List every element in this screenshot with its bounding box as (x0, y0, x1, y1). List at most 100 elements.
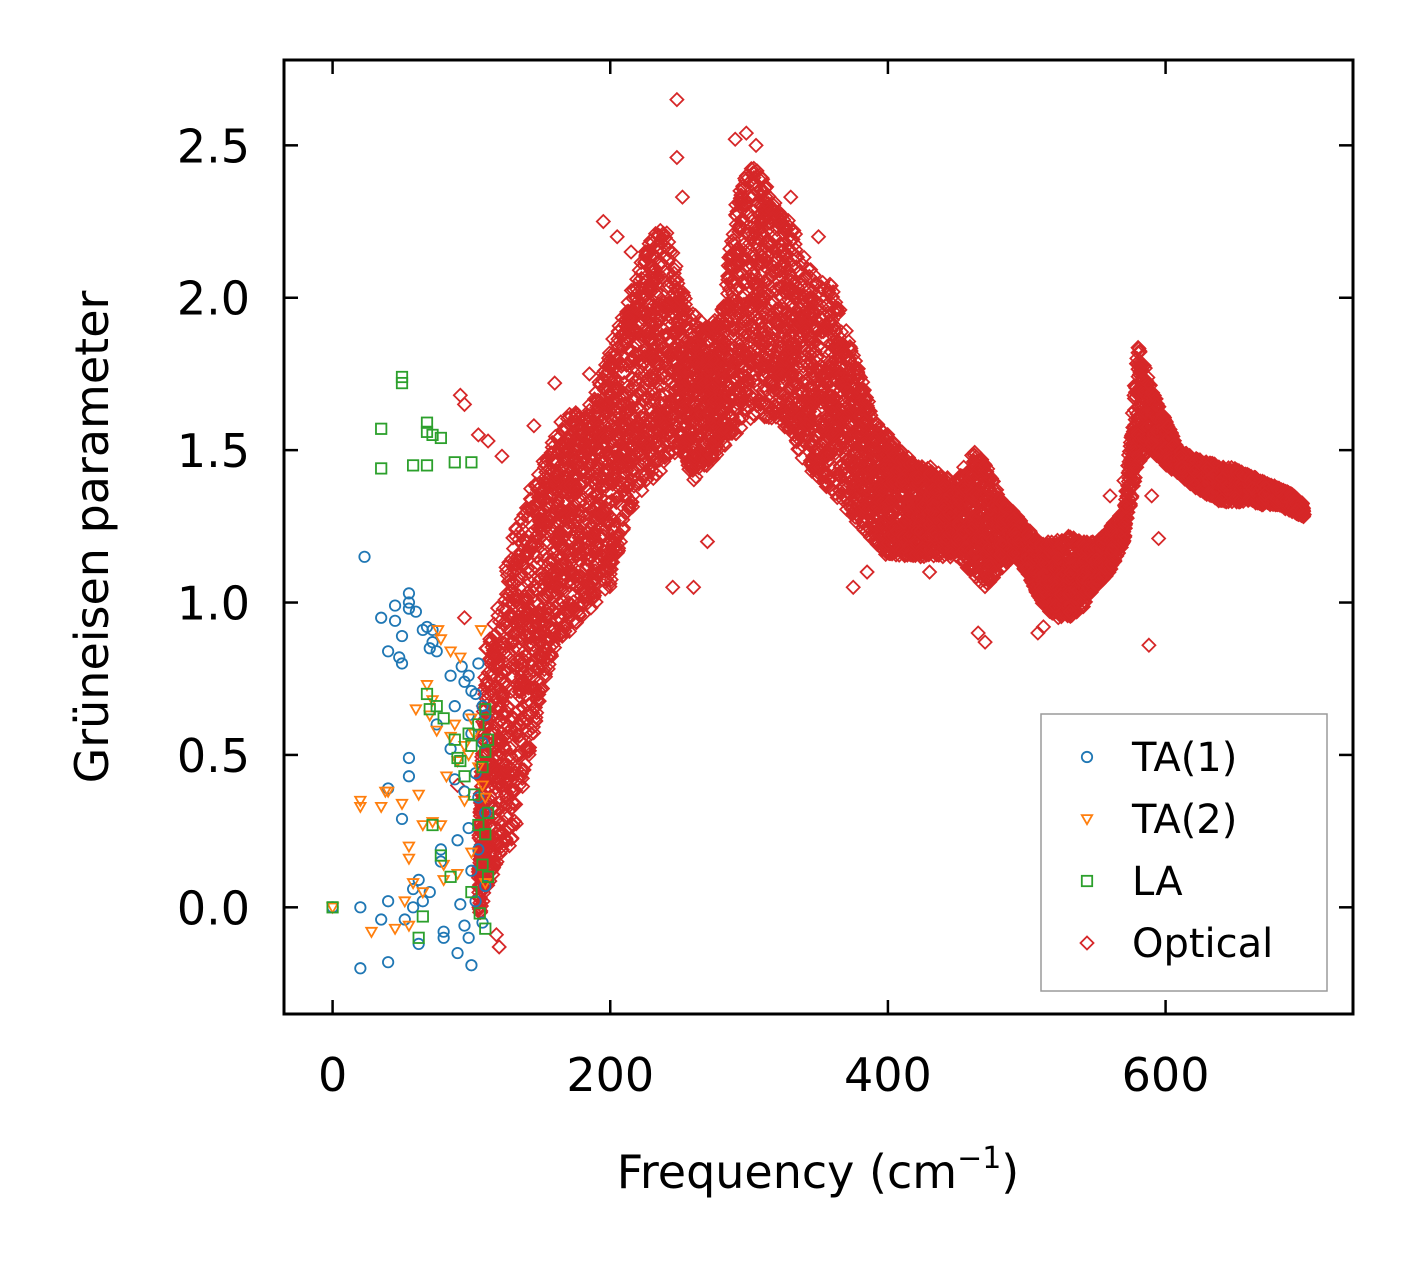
optical-point (589, 539, 605, 555)
optical-point (626, 478, 642, 494)
optical-point (728, 298, 745, 315)
optical-point (717, 335, 734, 352)
optical-point (508, 726, 525, 743)
optical-point (576, 437, 592, 453)
optical-point (675, 287, 692, 304)
optical-point (744, 226, 761, 242)
optical-point (604, 554, 621, 570)
optical-point (596, 438, 612, 455)
optical-point (554, 422, 571, 438)
optical-point (714, 336, 731, 353)
optical-point (505, 586, 522, 603)
optical-point (675, 310, 691, 327)
optical-point (700, 362, 716, 378)
optical-point (729, 296, 745, 312)
optical-point (690, 446, 706, 463)
optical-point (481, 651, 498, 668)
plot-markers (325, 91, 1312, 975)
optical-point (563, 414, 579, 431)
optical-point (603, 388, 619, 405)
optical-point (753, 224, 770, 241)
optical-point (646, 343, 662, 359)
optical-point (662, 244, 679, 260)
optical-point (521, 739, 538, 756)
optical-point (660, 366, 676, 382)
optical-point (674, 399, 690, 416)
optical-point (658, 296, 674, 313)
optical-point (660, 251, 677, 267)
optical-point (662, 290, 679, 306)
optical-point (482, 631, 498, 647)
optical-point (728, 383, 745, 399)
optical-point (525, 724, 542, 741)
optical-point (508, 528, 524, 545)
optical-point (637, 320, 653, 337)
x-axis-ticks: 0 200 400 600 (318, 60, 1210, 1102)
optical-point (669, 312, 686, 328)
optical-point (514, 778, 531, 795)
optical-point (593, 503, 609, 520)
optical-point (495, 601, 512, 617)
optical-point (634, 446, 651, 463)
optical-point (732, 218, 748, 235)
optical-point (563, 501, 580, 518)
x-tick-label: 600 (1122, 1048, 1210, 1102)
optical-point (492, 712, 509, 728)
optical-point (701, 436, 718, 452)
optical-point (662, 309, 678, 325)
optical-point (560, 519, 577, 536)
optical-point (654, 269, 670, 286)
optical-point (535, 501, 551, 517)
optical-point (521, 565, 537, 581)
optical-point (617, 505, 634, 522)
optical-point (491, 730, 507, 747)
optical-point (508, 748, 525, 764)
optical-point (734, 197, 750, 214)
optical-point (689, 379, 706, 396)
optical-point (617, 404, 634, 421)
optical-point (743, 248, 759, 264)
optical-point (742, 410, 759, 427)
optical-point (602, 370, 619, 387)
optical-point (562, 572, 579, 588)
optical-point (548, 454, 564, 471)
optical-point (583, 600, 599, 616)
optical-point (620, 499, 637, 515)
optical-point (742, 356, 759, 372)
optical-point (659, 225, 675, 241)
optical-point (514, 761, 531, 778)
optical-point (645, 439, 661, 456)
optical-point (529, 555, 546, 572)
optical-point (648, 283, 665, 300)
optical-point (548, 468, 565, 485)
optical-point (561, 623, 578, 640)
optical-point (744, 311, 760, 328)
x-tick-label: 0 (318, 1048, 347, 1102)
optical-point (533, 511, 550, 528)
optical-point (561, 577, 578, 594)
optical-point (737, 172, 754, 189)
optical-point (714, 405, 730, 422)
optical-point (605, 511, 621, 527)
optical-point (696, 457, 713, 473)
optical-point (646, 394, 662, 411)
optical-point (687, 343, 704, 359)
optical-point (492, 621, 508, 638)
optical-point (517, 756, 534, 773)
optical-point (617, 415, 634, 431)
optical-point (686, 413, 703, 430)
optical-point (728, 320, 744, 337)
optical-point (507, 684, 524, 700)
series-optical (449, 91, 1312, 955)
optical-point (603, 571, 619, 588)
optical-point (485, 856, 502, 872)
optical-point (603, 547, 619, 563)
optical-point (687, 317, 703, 333)
optical-point (630, 416, 647, 432)
optical-point (626, 299, 643, 316)
optical-point (575, 530, 592, 547)
optical-point (618, 357, 635, 373)
optical-point (505, 641, 522, 658)
optical-point (535, 453, 551, 470)
